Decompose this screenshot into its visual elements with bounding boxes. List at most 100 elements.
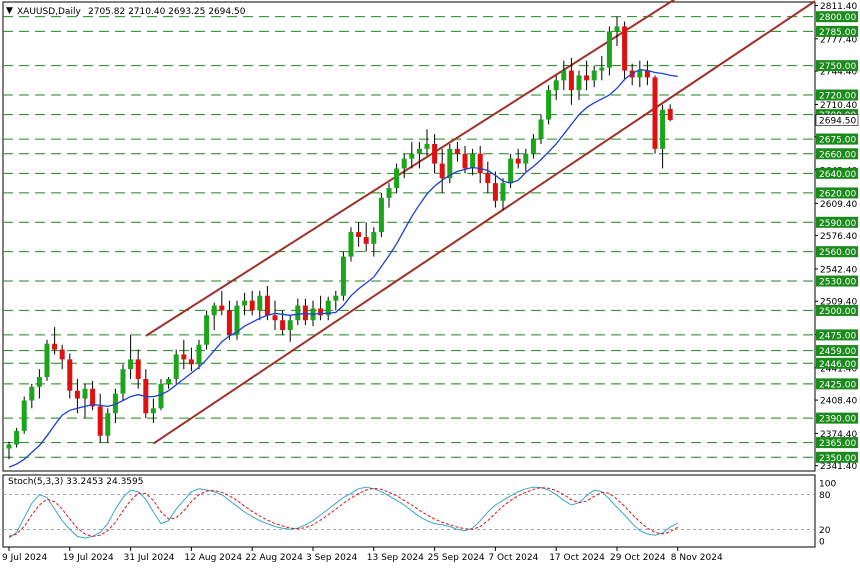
level-label: 2390.00 — [819, 415, 856, 425]
candle-bull — [637, 70, 643, 78]
candle-bear — [454, 148, 460, 154]
level-label-box — [816, 89, 858, 101]
candle-bull — [173, 354, 179, 379]
candle-bull — [158, 383, 164, 409]
level-label-box — [816, 329, 858, 341]
candle-bear — [515, 158, 521, 164]
candle-bull — [591, 70, 597, 81]
candle-bull — [401, 158, 407, 169]
candle-bear — [485, 173, 491, 184]
stoch-panel-frame — [2, 474, 816, 548]
stoch-y-label: 20 — [819, 526, 831, 536]
level-label: 2640.00 — [819, 170, 856, 180]
level-label-box — [816, 304, 858, 316]
level-label-box — [816, 167, 858, 179]
candle-bear — [432, 143, 438, 164]
candle-bull — [211, 305, 217, 316]
level-label: 2425.00 — [819, 380, 856, 390]
candle-bull — [538, 119, 544, 140]
candle-bull — [82, 388, 88, 399]
stoch-y-label: 100 — [819, 480, 836, 490]
candle-bull — [561, 70, 567, 81]
moving-average-line — [8, 68, 678, 468]
y-tick-label: 2710.40 — [820, 101, 857, 111]
x-tick-label: 25 Sep 2024 — [428, 553, 485, 563]
candle-bear — [226, 310, 232, 335]
stoch-signal-line — [8, 487, 679, 537]
level-label: 2660.00 — [819, 150, 856, 160]
candle-bull — [416, 148, 422, 154]
level-label-box — [816, 246, 858, 258]
candle-bear — [272, 315, 278, 321]
candle-bear — [652, 77, 658, 149]
candle-bull — [112, 393, 118, 414]
candle-bear — [135, 359, 141, 379]
level-label-box — [816, 25, 858, 37]
candle-bear — [318, 308, 324, 316]
candle-bull — [295, 305, 301, 321]
candle-bull — [242, 300, 248, 306]
level-label-box — [816, 133, 858, 145]
candle-bull — [530, 139, 536, 154]
candle-bull — [29, 386, 35, 401]
candle-bear — [249, 300, 255, 311]
candle-bear — [644, 70, 650, 78]
candle-bull — [606, 31, 612, 68]
channel-lower-line — [152, 0, 816, 445]
level-label: 2785.00 — [819, 28, 856, 38]
candle-bull — [21, 400, 27, 431]
candle-bull — [196, 344, 202, 365]
dropdown-triangle-icon[interactable]: ▼ — [6, 6, 13, 16]
candle-bull — [14, 430, 20, 445]
candle-bear — [356, 232, 362, 237]
candle-bear — [52, 343, 58, 350]
level-label: 2459.00 — [819, 347, 856, 357]
x-tick-label: 17 Oct 2024 — [549, 553, 605, 563]
candle-bull — [614, 26, 620, 32]
stoch-y-label: 80 — [819, 491, 831, 501]
level-label-box — [816, 345, 858, 357]
x-tick-label: 22 Aug 2024 — [245, 553, 303, 563]
x-tick-label: 19 Jul 2024 — [63, 553, 114, 563]
level-label-box — [816, 60, 858, 72]
y-tick-label: 2542.40 — [820, 265, 857, 275]
candle-bull — [105, 413, 111, 436]
candle-bull — [120, 369, 126, 394]
candle-bear — [90, 388, 96, 407]
candle-bull — [553, 80, 559, 91]
level-label: 2750.00 — [819, 62, 856, 72]
level-label: 2530.00 — [819, 278, 856, 288]
level-label-box — [816, 412, 858, 424]
y-tick-label: 2374.40 — [820, 430, 857, 440]
candle-bull — [371, 232, 377, 244]
level-label: 2590.00 — [819, 219, 856, 229]
candle-bull — [424, 143, 430, 149]
candle-bull — [394, 168, 400, 189]
y-tick-label: 2744.40 — [820, 68, 857, 78]
level-label: 2475.00 — [819, 331, 856, 341]
candle-bear — [622, 26, 628, 71]
y-tick-label: 2576.40 — [820, 232, 857, 242]
candle-bear — [97, 406, 103, 436]
y-tick-label: 2341.40 — [820, 462, 857, 472]
x-tick-label: 31 Jul 2024 — [124, 553, 175, 563]
candle-bull — [470, 153, 476, 169]
candle-bull — [204, 315, 210, 345]
level-label: 2675.00 — [819, 136, 856, 146]
candle-bear — [181, 354, 187, 360]
stoch-y-label: 0 — [819, 538, 825, 548]
symbol-label: XAUUSD,Daily — [17, 7, 81, 17]
candle-bull — [500, 183, 506, 201]
level-label: 2446.00 — [819, 360, 856, 370]
candle-bear — [188, 359, 194, 365]
candle-bear — [462, 153, 468, 169]
y-tick-label: 2609.40 — [820, 200, 857, 210]
y-tick-label: 2441.40 — [820, 364, 857, 374]
level-label: 2560.00 — [819, 248, 856, 258]
candle-bull — [36, 377, 42, 387]
candle-bear — [492, 183, 498, 201]
x-tick-label: 12 Aug 2024 — [184, 553, 242, 563]
level-label-box — [816, 357, 858, 369]
candle-bull — [508, 158, 514, 184]
